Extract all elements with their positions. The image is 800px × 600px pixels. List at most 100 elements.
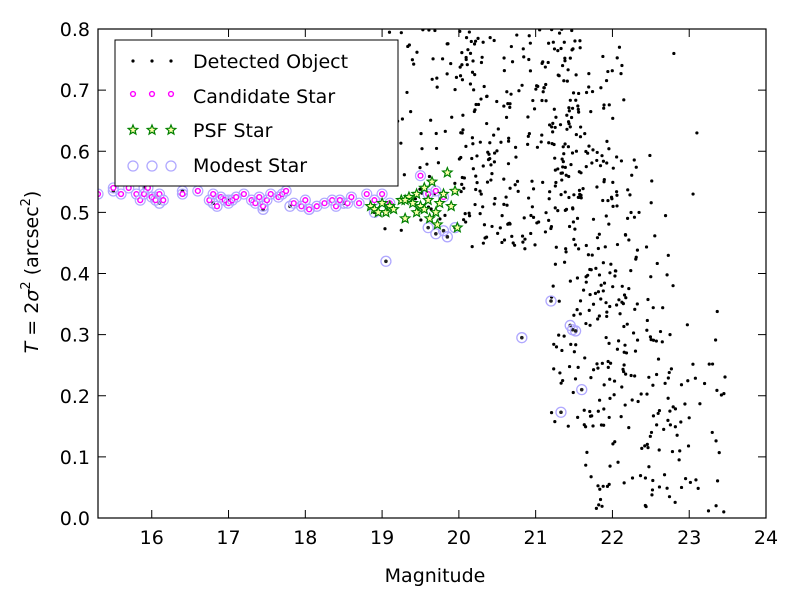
detected-object-point <box>567 195 571 200</box>
detected-object-point <box>495 149 499 153</box>
detected-object-point <box>467 214 472 218</box>
detected-object-point <box>694 478 698 482</box>
candidate-star-point <box>302 197 309 204</box>
detected-object-point <box>611 285 615 289</box>
detected-object-point <box>572 350 576 354</box>
detected-object-point <box>488 141 492 145</box>
candidate-star-point <box>348 193 355 201</box>
detected-object-point <box>460 51 464 55</box>
psf-star-point <box>425 175 439 188</box>
detected-object-point <box>515 179 520 183</box>
detected-object-point <box>443 213 447 217</box>
detected-object-point <box>583 132 587 136</box>
detected-object-point <box>615 155 619 159</box>
detected-object-point <box>568 98 572 102</box>
detected-object-point <box>561 160 565 164</box>
detected-object-point <box>575 308 579 312</box>
detected-object-point <box>556 73 560 77</box>
x-axis-title: Magnitude <box>385 565 486 587</box>
detected-object-point <box>464 220 468 224</box>
detected-object-point <box>489 178 493 182</box>
detected-object-point <box>568 56 572 60</box>
detected-object-point <box>698 402 702 406</box>
detected-object-point <box>646 446 650 450</box>
detected-object-point <box>540 98 544 103</box>
detected-object-point <box>632 158 636 162</box>
x-tick-label: 24 <box>754 527 778 549</box>
detected-object-point <box>605 161 609 165</box>
detected-object-point <box>462 218 466 222</box>
detected-object-point <box>586 273 590 277</box>
candidate-star-point <box>371 197 378 204</box>
detected-object-point <box>714 504 718 508</box>
detected-object-point <box>543 65 547 69</box>
detected-object-point <box>559 381 563 385</box>
detected-object-point <box>605 139 609 143</box>
detected-object-point <box>601 484 605 488</box>
detected-object-point <box>588 323 592 327</box>
detected-object-point <box>611 442 615 446</box>
detected-object-point <box>687 416 691 420</box>
detected-object-point <box>564 250 568 254</box>
detected-object-point <box>619 72 623 76</box>
detected-object-point <box>649 201 653 205</box>
detected-object-point <box>596 246 600 251</box>
modest-star-core <box>520 335 524 340</box>
detected-object-point <box>526 134 530 138</box>
detected-object-point <box>636 399 640 404</box>
detected-object-point <box>608 361 613 365</box>
detected-object-point <box>627 426 631 430</box>
detected-object-point <box>589 376 593 380</box>
candidate-star-halo <box>230 191 242 203</box>
detected-object-point <box>622 369 626 374</box>
detected-object-point <box>603 245 607 249</box>
detected-object-point <box>579 125 583 129</box>
detected-object-point <box>620 284 624 288</box>
detected-object-point <box>506 162 511 166</box>
detected-object-point <box>579 196 583 200</box>
detected-object-point <box>399 141 403 145</box>
detected-object-point <box>549 411 554 415</box>
detected-object-point <box>547 141 551 145</box>
detected-object-point <box>551 121 555 126</box>
detected-object-point <box>445 72 449 76</box>
detected-object-point <box>435 76 439 80</box>
detected-object-point <box>598 497 603 502</box>
detected-object-point <box>473 202 477 207</box>
psf-star-point <box>398 193 412 206</box>
detected-object-point <box>607 415 611 420</box>
candidate-star-halo <box>345 191 357 203</box>
detected-object-point <box>584 463 588 467</box>
detected-object-point <box>556 167 560 171</box>
detected-object-point <box>573 377 578 381</box>
detected-object-point <box>643 476 648 480</box>
detected-object-point <box>470 156 474 161</box>
candidate-star-point <box>233 193 240 201</box>
detected-object-point <box>570 29 574 33</box>
detected-object-point <box>591 148 595 152</box>
detected-object-point <box>574 149 579 153</box>
detected-object-point <box>558 123 563 127</box>
detected-object-point <box>480 55 484 59</box>
detected-object-point <box>574 98 578 102</box>
detected-object-point <box>535 221 539 225</box>
detected-object-point <box>526 142 530 146</box>
detected-object-point <box>482 84 486 89</box>
detected-object-point <box>589 475 593 479</box>
legend-entry: Detected Object <box>131 51 348 73</box>
detected-object-point <box>601 159 606 163</box>
detected-object-point <box>412 62 416 66</box>
detected-object-point <box>436 161 441 165</box>
detected-object-point <box>572 237 576 241</box>
detected-object-point <box>438 217 442 221</box>
detected-object-point <box>591 368 596 372</box>
detected-object-point <box>605 314 609 319</box>
detected-object-point <box>521 240 525 244</box>
candidate-star-point <box>306 206 313 213</box>
detected-object-point <box>695 131 699 135</box>
detected-object-point <box>508 105 512 109</box>
detected-object-point <box>673 407 678 411</box>
legend-marker-candidate <box>167 90 175 98</box>
candidate-star-point <box>210 190 217 198</box>
detected-object-point <box>622 363 626 367</box>
